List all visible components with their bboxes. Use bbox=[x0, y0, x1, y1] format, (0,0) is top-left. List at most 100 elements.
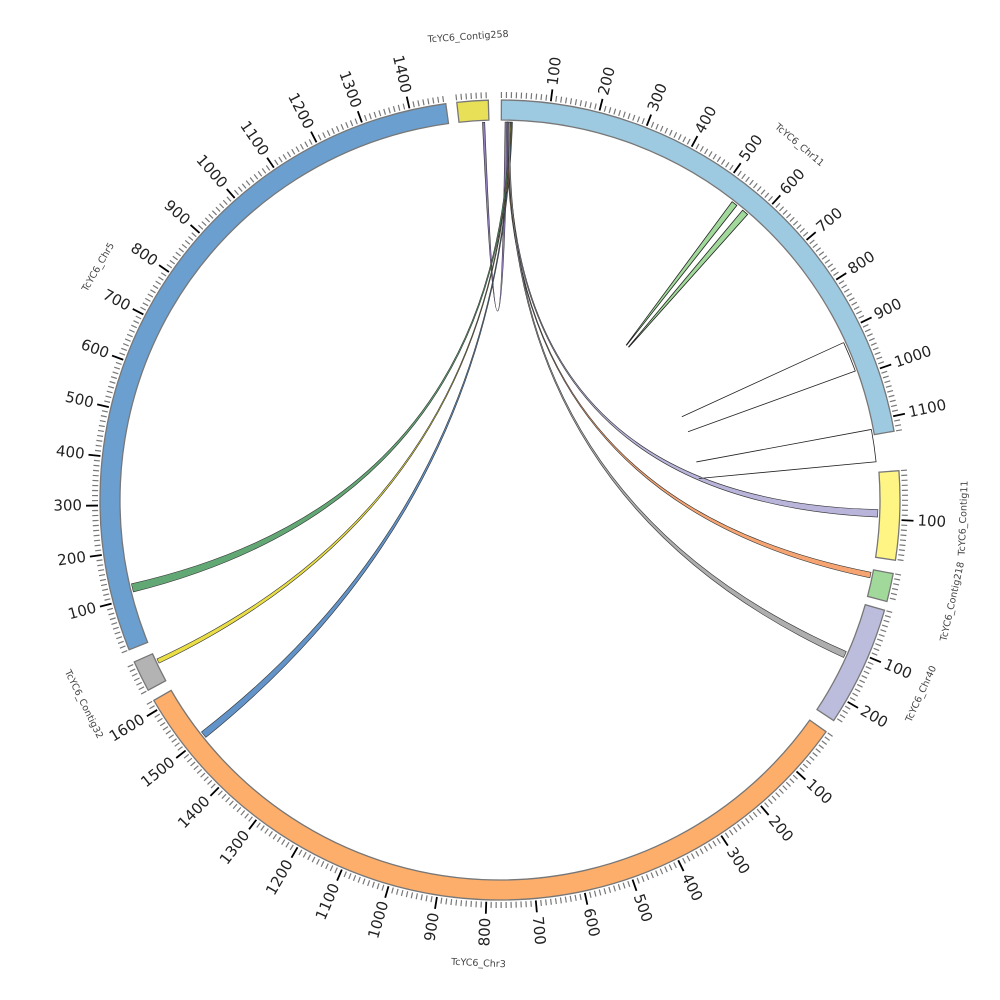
minor-tick bbox=[894, 419, 901, 422]
minor-tick bbox=[882, 375, 889, 379]
minor-tick bbox=[94, 449, 102, 452]
minor-tick bbox=[217, 790, 223, 796]
ideogram-tcyc6-chr5[interactable] bbox=[99, 102, 450, 651]
ideogram-tcyc6-contig218[interactable] bbox=[866, 569, 894, 603]
major-tick bbox=[847, 701, 859, 709]
minor-tick bbox=[545, 94, 548, 101]
ticks-layer: 100 200 3004005006007008009001000110010010… bbox=[53, 53, 948, 946]
minor-tick bbox=[603, 888, 607, 895]
minor-tick bbox=[191, 232, 197, 238]
minor-tick bbox=[655, 870, 659, 877]
ideogram-tcyc6-contig258[interactable] bbox=[456, 99, 490, 123]
minor-tick bbox=[200, 772, 206, 778]
minor-tick bbox=[733, 826, 738, 833]
ideogram-tcyc6-contig32[interactable] bbox=[133, 652, 167, 692]
minor-tick bbox=[613, 885, 616, 892]
link-ribbon[interactable] bbox=[131, 121, 512, 593]
link-ribbon[interactable] bbox=[201, 121, 513, 738]
minor-tick bbox=[150, 289, 156, 294]
minor-tick bbox=[884, 380, 891, 384]
minor-tick bbox=[98, 569, 105, 572]
minor-tick bbox=[893, 583, 900, 586]
tick-label: 600 bbox=[78, 335, 111, 362]
minor-tick bbox=[111, 622, 118, 626]
major-tick bbox=[99, 602, 112, 608]
link-ribbon[interactable] bbox=[508, 121, 847, 658]
link-ribbon[interactable] bbox=[625, 201, 738, 346]
ideogram-tcyc6-contig11[interactable] bbox=[874, 470, 901, 562]
minor-tick bbox=[282, 154, 287, 160]
link-ribbon[interactable] bbox=[681, 342, 856, 433]
major-tick bbox=[266, 157, 275, 169]
major-tick bbox=[96, 403, 110, 409]
minor-tick bbox=[308, 139, 313, 145]
minor-tick bbox=[116, 636, 123, 640]
major-tick bbox=[631, 879, 638, 892]
minor-tick bbox=[97, 564, 104, 567]
minor-tick bbox=[128, 329, 135, 333]
minor-tick bbox=[402, 103, 406, 110]
minor-tick bbox=[455, 899, 458, 906]
minor-tick bbox=[397, 104, 401, 111]
tick-label: 100 bbox=[881, 655, 914, 683]
major-tick bbox=[732, 162, 742, 174]
minor-tick bbox=[322, 132, 326, 139]
tick-label: 300 bbox=[723, 844, 754, 878]
major-tick bbox=[89, 554, 102, 558]
tick-label: 1600 bbox=[106, 710, 148, 745]
minor-tick bbox=[274, 159, 279, 166]
link-ribbon[interactable] bbox=[482, 121, 509, 312]
minor-tick bbox=[240, 810, 246, 816]
minor-tick bbox=[782, 785, 788, 791]
tick-label: 1500 bbox=[137, 753, 178, 791]
link-ribbon[interactable] bbox=[628, 209, 749, 348]
minor-tick bbox=[181, 243, 188, 249]
minor-tick bbox=[862, 324, 869, 328]
minor-tick bbox=[432, 97, 435, 104]
minor-tick bbox=[881, 624, 888, 628]
major-tick bbox=[175, 749, 187, 759]
link-ribbon[interactable] bbox=[507, 121, 879, 518]
chromosome-name: TcYC6_Contig11 bbox=[957, 480, 971, 556]
minor-tick bbox=[622, 111, 626, 118]
minor-tick bbox=[796, 224, 802, 230]
minor-tick bbox=[764, 192, 770, 198]
minor-tick bbox=[673, 862, 677, 869]
link-ribbon[interactable] bbox=[696, 429, 877, 479]
minor-tick bbox=[335, 125, 340, 132]
major-tick bbox=[384, 885, 390, 899]
minor-tick bbox=[756, 186, 762, 192]
tick-label: 500 bbox=[735, 131, 766, 165]
minor-tick bbox=[93, 464, 100, 467]
chromosome-name: TcYC6_Contig32 bbox=[62, 667, 105, 740]
links-layer bbox=[131, 121, 879, 738]
minor-tick bbox=[767, 798, 773, 805]
chromosome-name: TcYC6_Contig218 bbox=[938, 561, 967, 644]
ideogram-layer bbox=[99, 99, 901, 901]
major-tick bbox=[869, 656, 882, 664]
minor-tick bbox=[437, 96, 440, 103]
ideogram-tcyc6-chr11[interactable] bbox=[500, 99, 895, 436]
minor-tick bbox=[886, 610, 893, 614]
link-ribbon[interactable] bbox=[156, 121, 512, 664]
minor-tick bbox=[887, 389, 894, 393]
minor-tick bbox=[236, 806, 242, 813]
minor-tick bbox=[149, 705, 155, 710]
minor-tick bbox=[307, 854, 312, 861]
ideogram-tcyc6-chr3[interactable] bbox=[152, 689, 827, 901]
minor-tick bbox=[712, 153, 717, 160]
minor-tick bbox=[210, 783, 216, 789]
minor-tick bbox=[237, 186, 243, 192]
minor-tick bbox=[673, 131, 678, 138]
minor-tick bbox=[598, 889, 602, 896]
chromosome-name: TcYC6_Chr3 bbox=[450, 957, 506, 971]
minor-tick bbox=[859, 679, 866, 684]
minor-tick bbox=[564, 896, 567, 903]
minor-tick bbox=[589, 102, 592, 109]
minor-tick bbox=[302, 851, 307, 858]
minor-tick bbox=[320, 861, 325, 867]
ideogram-tcyc6-chr40[interactable] bbox=[816, 603, 886, 722]
minor-tick bbox=[440, 897, 443, 904]
major-tick bbox=[760, 805, 770, 816]
